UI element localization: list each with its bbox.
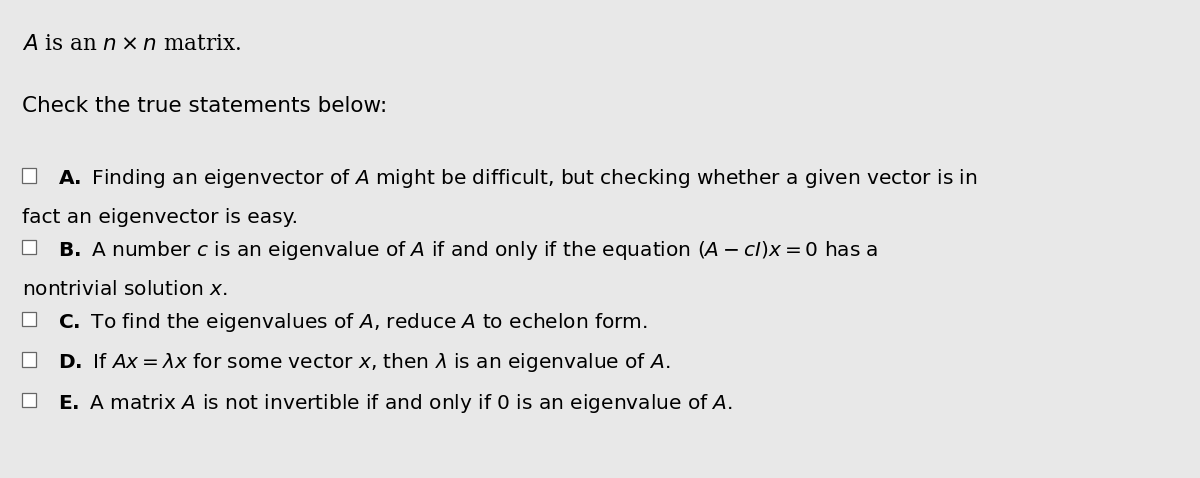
Bar	[22, 240, 36, 254]
Bar	[22, 168, 36, 183]
Bar	[22, 352, 36, 367]
Text: fact an eigenvector is easy.: fact an eigenvector is easy.	[22, 208, 298, 227]
Text: $\mathbf{D.}$ If $Ax = \lambda x$ for some vector $x$, then $\lambda$ is an eige: $\mathbf{D.}$ If $Ax = \lambda x$ for so…	[58, 351, 670, 374]
Text: nontrivial solution $x$.: nontrivial solution $x$.	[22, 280, 227, 299]
Text: $\mathbf{E.}$ A matrix $\mathit{A}$ is not invertible if and only if 0 is an eig: $\mathbf{E.}$ A matrix $\mathit{A}$ is n…	[58, 392, 733, 415]
Text: $\mathit{A}$ is an $n \times n$ matrix.: $\mathit{A}$ is an $n \times n$ matrix.	[22, 33, 241, 55]
Text: $\mathbf{B.}$ A number $c$ is an eigenvalue of $\mathit{A}$ if and only if the e: $\mathbf{B.}$ A number $c$ is an eigenva…	[58, 239, 878, 262]
Text: $\mathbf{A.}$ Finding an eigenvector of $\mathit{A}$ might be difficult, but che: $\mathbf{A.}$ Finding an eigenvector of …	[58, 167, 977, 190]
Text: $\mathbf{C.}$ To find the eigenvalues of $\mathit{A}$, reduce $\mathit{A}$ to ec: $\mathbf{C.}$ To find the eigenvalues of…	[58, 311, 648, 334]
Bar	[22, 312, 36, 326]
Text: Check the true statements below:: Check the true statements below:	[22, 96, 386, 116]
Bar	[22, 393, 36, 407]
